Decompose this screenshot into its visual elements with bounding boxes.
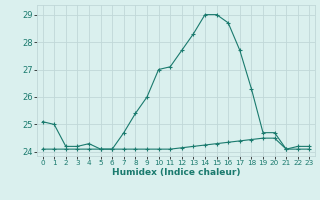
X-axis label: Humidex (Indice chaleur): Humidex (Indice chaleur) <box>112 168 240 177</box>
